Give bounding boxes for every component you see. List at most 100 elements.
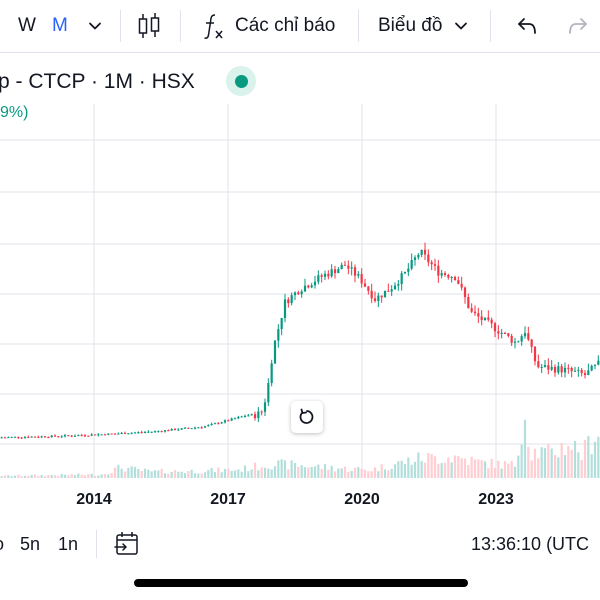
candle-body (260, 411, 263, 413)
candle-body (477, 313, 480, 317)
volume-bar (220, 472, 223, 478)
volume-bar (433, 456, 437, 478)
candle-body (333, 269, 337, 274)
market-status-indicator[interactable] (226, 66, 256, 96)
range-button-partial[interactable]: o (0, 521, 4, 567)
volume-bar (83, 475, 87, 478)
chart-style-button[interactable] (136, 0, 162, 52)
indicators-label: Các chỉ báo (235, 15, 336, 36)
volume-bar (57, 475, 60, 478)
go-to-date-button[interactable] (113, 521, 141, 567)
interval-dropdown-button[interactable] (86, 0, 104, 52)
volume-bar (523, 419, 527, 478)
candle-body (207, 425, 210, 427)
volume-bar (427, 453, 430, 478)
volume-bar (367, 471, 370, 478)
candle-body (347, 265, 350, 269)
candle-body (100, 434, 103, 436)
volume-bar (170, 471, 173, 478)
volume-bar (347, 471, 350, 478)
candle-body (3, 437, 7, 439)
candle-body (440, 273, 443, 276)
candle-body (510, 336, 513, 343)
volume-bar (477, 459, 480, 478)
clock-timezone-label[interactable]: 13:36:10 (UTC (471, 533, 590, 554)
candle-body (497, 331, 500, 334)
candle-body (233, 418, 237, 420)
volume-bar (400, 460, 403, 478)
volume-bar (50, 475, 53, 478)
candle-body (107, 433, 110, 435)
volume-bar (287, 469, 290, 478)
candle-body (363, 283, 367, 287)
range-1y-button[interactable]: 1n (58, 533, 79, 554)
volume-bar (140, 471, 143, 478)
volume-bar (370, 471, 373, 478)
interval-w-button[interactable]: W (18, 15, 36, 36)
volume-bar (40, 475, 43, 478)
candle-body (287, 299, 290, 304)
candle-body (157, 431, 160, 433)
candle-body (487, 317, 490, 320)
undo-button[interactable] (515, 0, 539, 52)
candle-body (213, 423, 217, 425)
volume-bar (217, 467, 220, 478)
x-axis-labels: 2014 2017 2020 2023 (76, 491, 514, 508)
chart-type-menu[interactable]: Biểu đồ (378, 0, 470, 52)
volume-bar (230, 470, 233, 478)
candle-body (563, 367, 567, 373)
volume-bar (460, 458, 463, 478)
candle-body (290, 295, 293, 304)
candle-body (377, 295, 380, 301)
candle-body (237, 416, 240, 419)
volume-bar (510, 460, 513, 478)
volume-bar (103, 474, 107, 478)
volume-bar (343, 466, 347, 478)
volume-bar (180, 471, 183, 478)
candle-body (270, 363, 273, 384)
range-5y-button[interactable]: 5n (20, 533, 41, 554)
candle-body (467, 297, 470, 309)
volume-bar (557, 457, 560, 478)
candle-body (167, 430, 170, 432)
reset-chart-button[interactable] (291, 401, 323, 433)
chevron-down-icon (89, 22, 101, 30)
redo-button[interactable] (566, 0, 590, 52)
chart-legend: p - CTCP · 1M · HSX 9%) (0, 64, 600, 124)
volume-bar (410, 464, 413, 478)
volume-bar (47, 474, 50, 478)
candle-body (137, 432, 140, 434)
volume-bar (93, 475, 97, 478)
volume-bar (403, 464, 407, 478)
candle-body (307, 285, 310, 288)
candle-body (127, 433, 130, 435)
volume-bar (130, 466, 133, 478)
x-axis-tick-label: 2020 (344, 491, 380, 508)
volume-bar (37, 475, 40, 478)
candle-body (280, 318, 283, 330)
volume-bar (207, 469, 210, 478)
toolbar-divider (120, 10, 121, 42)
candle-body (273, 340, 277, 364)
volume-bar (280, 459, 283, 478)
candle-body (300, 291, 303, 295)
candle-body (483, 317, 487, 321)
candle-body (523, 333, 527, 337)
candle-body (247, 415, 250, 417)
candle-body (527, 333, 530, 340)
volume-bar (43, 476, 47, 478)
interval-m-button[interactable]: M (52, 15, 68, 36)
candle-body (90, 434, 93, 436)
price-candles (0, 242, 600, 440)
volume-bar (490, 458, 493, 478)
candle-body (463, 287, 467, 298)
candle-body (423, 249, 427, 255)
indicators-button[interactable]: Các chỉ báo (201, 0, 335, 52)
volume-bar (293, 463, 297, 478)
volume-bar (480, 460, 483, 478)
candle-body (547, 365, 550, 370)
volume-bar (273, 466, 277, 478)
candle-body (140, 432, 143, 434)
candle-body (60, 436, 63, 438)
